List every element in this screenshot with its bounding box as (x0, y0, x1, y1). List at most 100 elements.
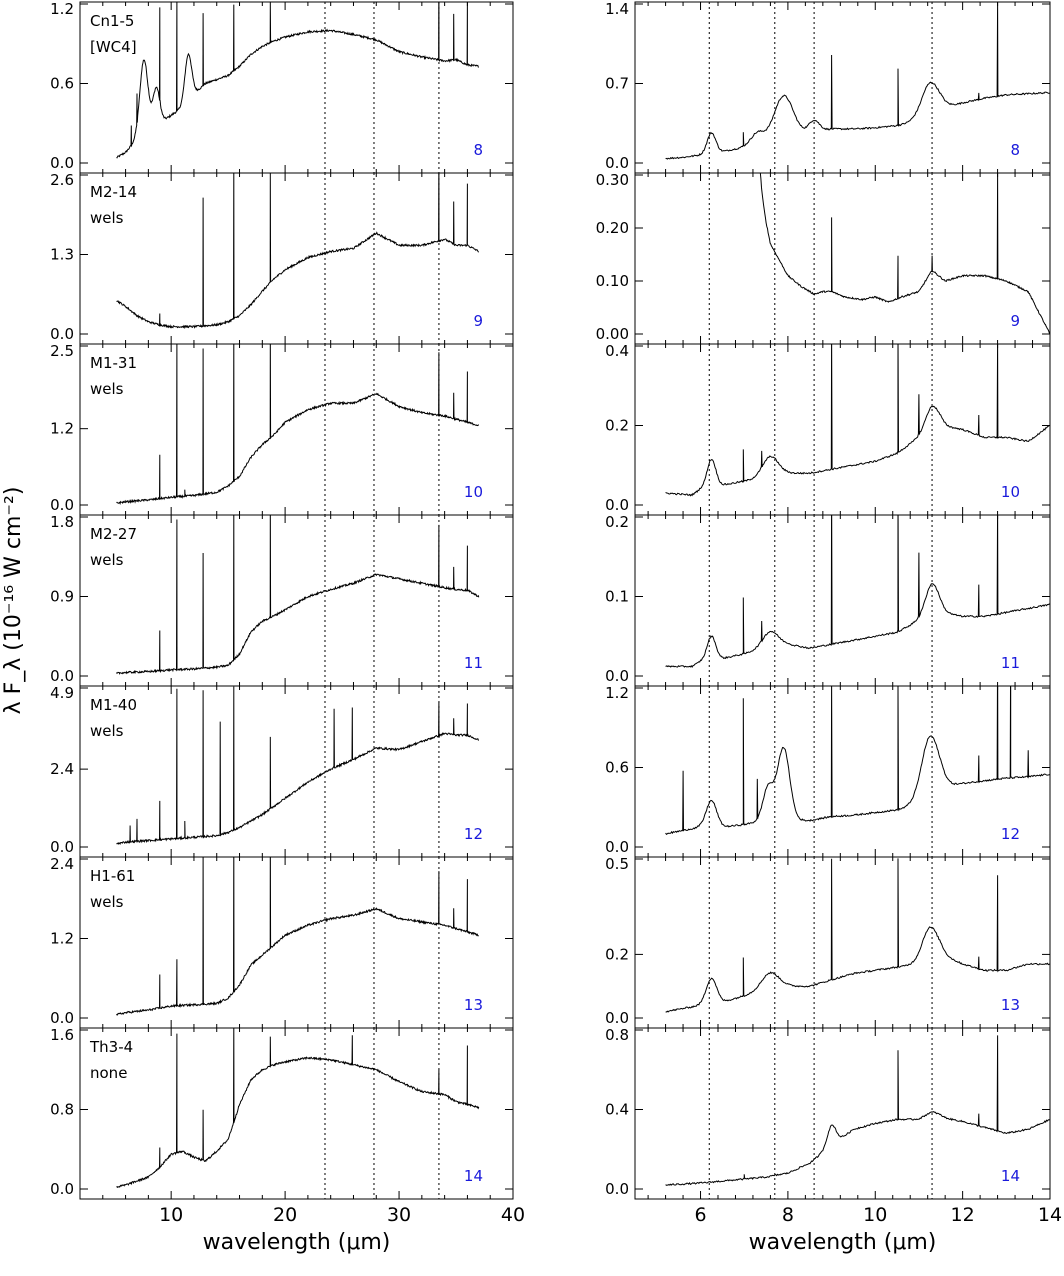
y-tick-label: 0.0 (605, 496, 629, 514)
x-tick-label: 10 (863, 1204, 887, 1226)
left-panel-10: 0.0 1.2 2.5 10 M1-31 wels (50, 342, 514, 516)
panel-frame (79, 514, 514, 687)
panel-frame (634, 1, 1051, 174)
spectrum-line (116, 857, 479, 1016)
x-tick-label: 20 (273, 1204, 297, 1226)
panel-frame (79, 172, 514, 345)
y-tick-label: 0.0 (50, 325, 74, 343)
y-tick-label: 0.30 (596, 171, 629, 189)
spectrum-line (665, 686, 1050, 835)
object-name: Cn1-5 (90, 12, 134, 30)
x-tick-label: 10 (159, 1204, 183, 1226)
object-type: wels (90, 893, 124, 911)
y-tick-label: 0.0 (50, 1180, 74, 1198)
y-tick-label: 0.5 (605, 855, 629, 873)
object-type: wels (90, 209, 124, 227)
object-name: M2-27 (90, 525, 137, 543)
spectrum-line (116, 1028, 480, 1189)
y-tick-label: 1.2 (50, 0, 74, 18)
object-type: [WC4] (90, 38, 137, 56)
panel-frame (634, 685, 1051, 858)
y-axis-title: λ F_λ (10⁻¹⁶ W cm⁻²) (1, 487, 26, 715)
y-tick-label: 1.3 (50, 246, 74, 264)
x-tick-label: 12 (951, 1204, 975, 1226)
right-panel-10: 0.0 0.2 0.4 10 (605, 342, 1051, 516)
y-tick-label: 0.8 (605, 1026, 629, 1044)
y-tick-label: 2.5 (50, 342, 74, 360)
panel-number: 9 (1010, 312, 1020, 330)
y-tick-label: 0.0 (605, 154, 629, 172)
panel-number: 10 (1001, 483, 1020, 501)
right-panel-8: 0.0 0.7 1.4 8 (605, 0, 1051, 174)
left-panel-9: 0.0 1.3 2.6 9 M2-14 wels (50, 171, 514, 345)
right-panel-9: 0.00 0.10 0.20 0.30 9 (596, 171, 1051, 345)
left-panel-12: 0.0 2.4 4.9 12 M1-40 wels (50, 684, 514, 858)
object-name: Th3-4 (89, 1038, 133, 1056)
y-tick-label: 0.0 (605, 667, 629, 685)
panel-frame (79, 856, 514, 1029)
y-tick-label: 0.1 (605, 588, 629, 606)
panel-number: 8 (473, 141, 483, 159)
spectrum-line (116, 2, 479, 159)
y-tick-label: 1.2 (50, 420, 74, 438)
y-tick-label: 0.0 (605, 1180, 629, 1198)
y-tick-label: 0.10 (596, 272, 629, 290)
left-panel-8: 0.0 0.6 1.2 8 Cn1-5 [WC4] (50, 0, 514, 174)
panel-frame (634, 1027, 1051, 1200)
panel-number: 11 (464, 654, 483, 672)
object-type: none (90, 1064, 127, 1082)
y-tick-label: 2.4 (50, 760, 74, 778)
y-tick-label: 0.0 (50, 838, 74, 856)
x-tick-label: 40 (501, 1204, 525, 1226)
y-tick-label: 2.6 (50, 171, 74, 189)
panel-number: 11 (1001, 654, 1020, 672)
y-tick-label: 4.9 (50, 684, 74, 702)
object-name: H1-61 (90, 867, 135, 885)
spectrum-line (759, 173, 1050, 334)
y-tick-label: 0.7 (605, 75, 629, 93)
panel-frame (634, 172, 1051, 345)
y-tick-label: 1.2 (605, 684, 629, 702)
spectrum-line (665, 515, 1050, 669)
x-tick-label: 8 (782, 1204, 794, 1226)
y-tick-label: 0.2 (605, 417, 629, 435)
y-tick-label: 1.2 (50, 930, 74, 948)
y-tick-label: 0.0 (605, 838, 629, 856)
right-panel-14: 0.0 0.4 0.8 6 8 10 12 14 wavelength (μm) 14 (605, 1026, 1062, 1255)
spectrum-line (116, 515, 480, 675)
y-tick-label: 0.00 (596, 325, 629, 343)
spectrum-line (665, 1035, 1050, 1186)
y-tick-label: 0.6 (50, 75, 74, 93)
object-type: wels (90, 380, 124, 398)
y-tick-label: 2.4 (50, 855, 74, 873)
x-tick-label: 6 (694, 1204, 706, 1226)
y-tick-label: 1.6 (50, 1026, 74, 1044)
spectrum-line (116, 344, 480, 505)
spectrum-line (665, 344, 1050, 497)
right-panel-11: 0.0 0.1 0.2 11 (605, 513, 1051, 687)
x-axis-title: wavelength (μm) (749, 1230, 937, 1255)
y-tick-label: 0.6 (605, 759, 629, 777)
panel-number: 9 (473, 312, 483, 330)
panel-number: 14 (1001, 1167, 1020, 1185)
y-tick-label: 0.2 (605, 945, 629, 963)
right-panel-12: 0.0 0.6 1.2 12 (605, 684, 1051, 858)
panel-frame (79, 1027, 514, 1200)
object-name: M1-31 (90, 354, 137, 372)
panel-frame (79, 1, 514, 174)
y-tick-label: 0.0 (605, 1009, 629, 1027)
x-axis-title: wavelength (μm) (203, 1230, 391, 1255)
x-tick-label: 14 (1038, 1204, 1062, 1226)
spectrum-line (665, 858, 1050, 1013)
panel-number: 13 (464, 996, 483, 1014)
panel-number: 8 (1010, 141, 1020, 159)
panel-frame (634, 856, 1051, 1029)
panel-frame (634, 343, 1051, 516)
x-tick-label: 30 (387, 1204, 411, 1226)
y-tick-label: 0.0 (50, 154, 74, 172)
panel-number: 14 (464, 1167, 483, 1185)
panel-frame (634, 514, 1051, 687)
spectrum-line (116, 686, 480, 845)
y-tick-label: 0.0 (50, 1009, 74, 1027)
